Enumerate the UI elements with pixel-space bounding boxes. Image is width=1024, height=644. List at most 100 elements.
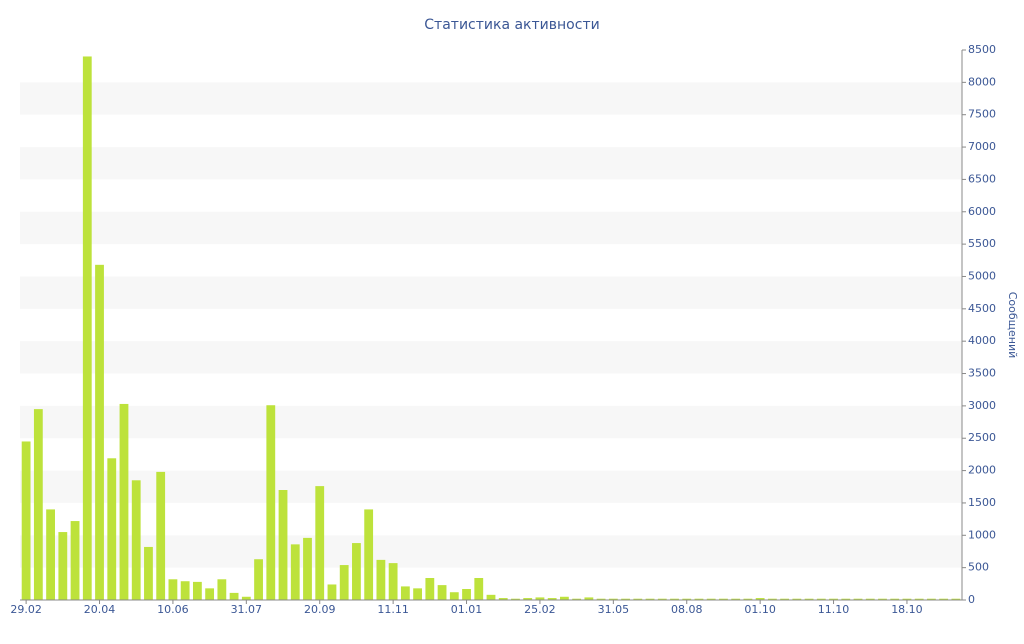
bar [21, 441, 31, 600]
y-tick-label: 500 [968, 561, 989, 574]
bar [400, 586, 410, 600]
bar [780, 598, 790, 600]
bar [156, 471, 166, 600]
grid-band [20, 535, 962, 568]
bar [731, 598, 741, 600]
y-tick-label: 1500 [968, 496, 996, 509]
chart-title: Статистика активности [424, 17, 599, 33]
grid-band [20, 405, 962, 439]
bar [927, 598, 936, 600]
bar [486, 594, 496, 600]
bar [841, 598, 851, 600]
bar [229, 592, 239, 600]
grid-band [20, 147, 962, 180]
y-tick-label: 1000 [968, 528, 996, 541]
x-tick-label: 25.02 [524, 603, 556, 616]
bar [682, 598, 692, 600]
grid-band [20, 276, 962, 309]
grid-band [20, 341, 962, 374]
bar [878, 598, 887, 600]
bar [278, 490, 288, 600]
y-tick-label: 0 [968, 593, 975, 606]
y-tick-label: 2500 [968, 431, 996, 444]
bar [437, 585, 447, 600]
y-tick-label: 6000 [968, 205, 996, 218]
bar [596, 598, 606, 600]
bar [523, 598, 533, 600]
bar [168, 579, 178, 600]
bar [46, 509, 55, 600]
bar [621, 598, 630, 600]
bar [608, 598, 618, 600]
bar [559, 596, 569, 600]
bar [425, 578, 435, 600]
bar [914, 598, 924, 600]
bar [902, 598, 912, 600]
bar [694, 598, 704, 600]
bar [535, 597, 545, 600]
y-tick-label: 7000 [968, 140, 996, 153]
bar [706, 598, 716, 600]
bar [462, 589, 471, 600]
bar [829, 598, 838, 600]
bar [352, 543, 361, 600]
x-tick-label: 08.08 [671, 603, 703, 616]
x-tick-label: 01.01 [451, 603, 483, 616]
grid-band [20, 211, 962, 245]
x-tick-label: 20.04 [84, 603, 116, 616]
bar [474, 578, 484, 600]
x-tick-label: 31.07 [231, 603, 263, 616]
bar [633, 598, 643, 600]
bar [388, 563, 398, 600]
bar [645, 598, 655, 600]
bar [217, 579, 227, 600]
bar [82, 56, 92, 601]
y-axis-label: Сообщений [1006, 292, 1019, 359]
bar [670, 598, 679, 600]
x-tick-label: 29.02 [10, 603, 42, 616]
bar [816, 598, 826, 600]
bar [498, 598, 508, 600]
bar [70, 521, 80, 600]
bar [144, 546, 153, 600]
bar [853, 598, 863, 600]
bar [804, 598, 814, 600]
y-tick-label: 3000 [968, 399, 996, 412]
x-tick-label: 10.06 [157, 603, 189, 616]
grid-band [20, 470, 962, 503]
bar [131, 480, 141, 600]
y-tick-label: 5000 [968, 269, 996, 282]
bar [376, 559, 386, 600]
y-tick-label: 4000 [968, 334, 996, 347]
y-tick-label: 6500 [968, 172, 996, 185]
y-tick-label: 3500 [968, 367, 996, 380]
bar [339, 565, 349, 600]
bar [449, 592, 459, 600]
y-tick-label: 2000 [968, 464, 996, 477]
y-tick-label: 5500 [968, 237, 996, 250]
bar [241, 596, 251, 600]
grid-band [20, 82, 962, 115]
bar [951, 598, 961, 600]
x-tick-label: 11.10 [818, 603, 850, 616]
bar [107, 458, 117, 600]
x-tick-label: 01.10 [744, 603, 776, 616]
bar [584, 597, 594, 600]
bar [719, 598, 728, 600]
bar [547, 598, 557, 600]
bar [119, 403, 129, 600]
bar [303, 537, 312, 600]
bar [33, 409, 43, 600]
bar [413, 588, 423, 600]
bar [254, 559, 263, 600]
y-tick-label: 7500 [968, 108, 996, 121]
bar [58, 532, 68, 600]
bar [939, 598, 949, 600]
bar [792, 598, 802, 600]
x-tick-label: 31.05 [598, 603, 630, 616]
bar [572, 598, 582, 600]
bar [890, 598, 900, 600]
bar [657, 598, 667, 600]
y-tick-label: 4500 [968, 302, 996, 315]
